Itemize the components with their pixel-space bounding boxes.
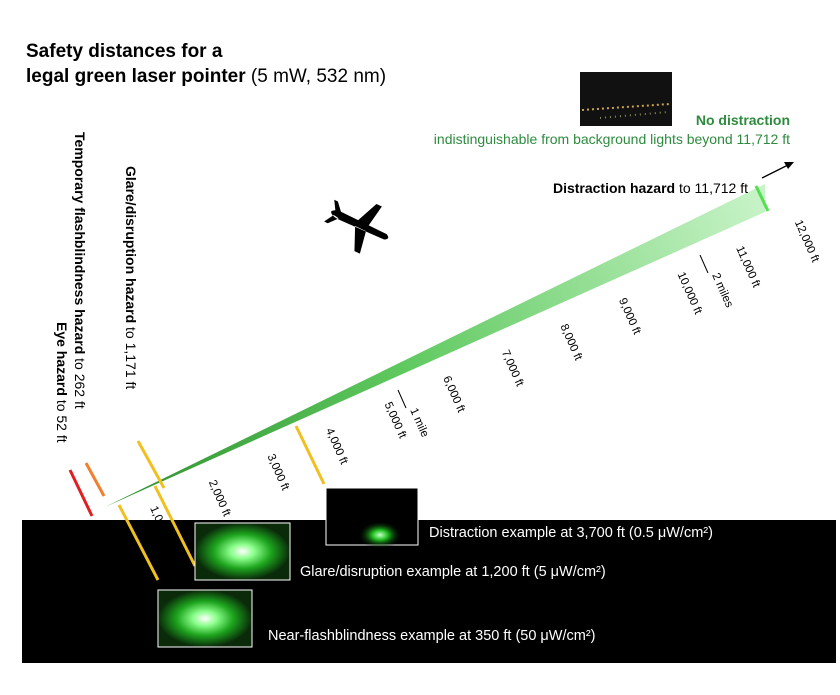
example-caption: Near-flashblindness example at 350 ft (5… xyxy=(268,628,595,644)
hazard-name: Temporary flashblindness hazard xyxy=(72,132,88,354)
mile-label: 1 mile xyxy=(407,406,430,439)
distance-label: 12,000 ft xyxy=(792,218,821,265)
mile-tick xyxy=(397,389,407,409)
arrow xyxy=(761,164,789,179)
mile-tick xyxy=(699,254,709,274)
distraction-label: Distraction hazard to 11,712 ft xyxy=(553,180,748,196)
distance-label: 11,000 ft xyxy=(733,244,762,290)
distance-label: 7,000 ft xyxy=(499,348,526,389)
distance-label: 9,000 ft xyxy=(616,296,643,337)
example-image xyxy=(157,589,253,648)
flash-line xyxy=(84,462,106,497)
example-image xyxy=(194,522,291,581)
eye-label: Eye hazard to 52 ft xyxy=(54,322,70,443)
arrow-head xyxy=(784,162,794,169)
hazard-range: to 11,712 ft xyxy=(679,180,748,196)
glow xyxy=(358,521,402,549)
glare-example-line xyxy=(153,485,197,567)
distance-label: 10,000 ft xyxy=(675,270,704,317)
distance-label: 2,000 ft xyxy=(206,478,233,519)
airplane xyxy=(324,199,389,254)
hazard-range: to 262 ft xyxy=(72,358,88,409)
hazard-name: Glare/disruption hazard xyxy=(123,166,139,323)
title-spec: (5 mW, 532 nm) xyxy=(251,66,386,87)
distance-label: 6,000 ft xyxy=(440,374,467,415)
distraction-example-line xyxy=(294,425,326,485)
distance-label: 5,000 ft xyxy=(382,400,409,441)
distance-label: 8,000 ft xyxy=(557,322,584,363)
distance-label: 4,000 ft xyxy=(323,426,350,467)
no-distraction: No distraction xyxy=(696,112,790,128)
hazard-range: to 52 ft xyxy=(54,400,70,443)
mile-label: 2 miles xyxy=(709,271,735,309)
hazard-name: Eye hazard xyxy=(54,322,70,396)
title: Safety distances for a xyxy=(26,41,223,62)
example-caption: Distraction example at 3,700 ft (0.5 μW/… xyxy=(429,525,713,541)
glare-line xyxy=(136,440,166,489)
night-image xyxy=(580,72,672,126)
eye-line xyxy=(68,469,94,517)
title: legal green laser pointer (5 mW, 532 nm) xyxy=(26,66,386,87)
hazard-name: Distraction hazard xyxy=(553,180,675,196)
title: legal green laser pointer xyxy=(26,66,246,87)
distance-label: 3,000 ft xyxy=(264,452,291,493)
laser-beam xyxy=(105,184,765,507)
example-caption: Glare/disruption example at 1,200 ft (5 … xyxy=(300,564,606,580)
flash-label: Temporary flashblindness hazard to 262 f… xyxy=(72,132,88,409)
flash-example-line xyxy=(117,504,160,581)
glare-label: Glare/disruption hazard to 1,171 ft xyxy=(123,166,139,389)
hazard-range: to 1,171 ft xyxy=(123,327,139,389)
distraction-limit xyxy=(754,185,770,212)
no-distraction-note: indistinguishable from background lights… xyxy=(434,131,790,147)
